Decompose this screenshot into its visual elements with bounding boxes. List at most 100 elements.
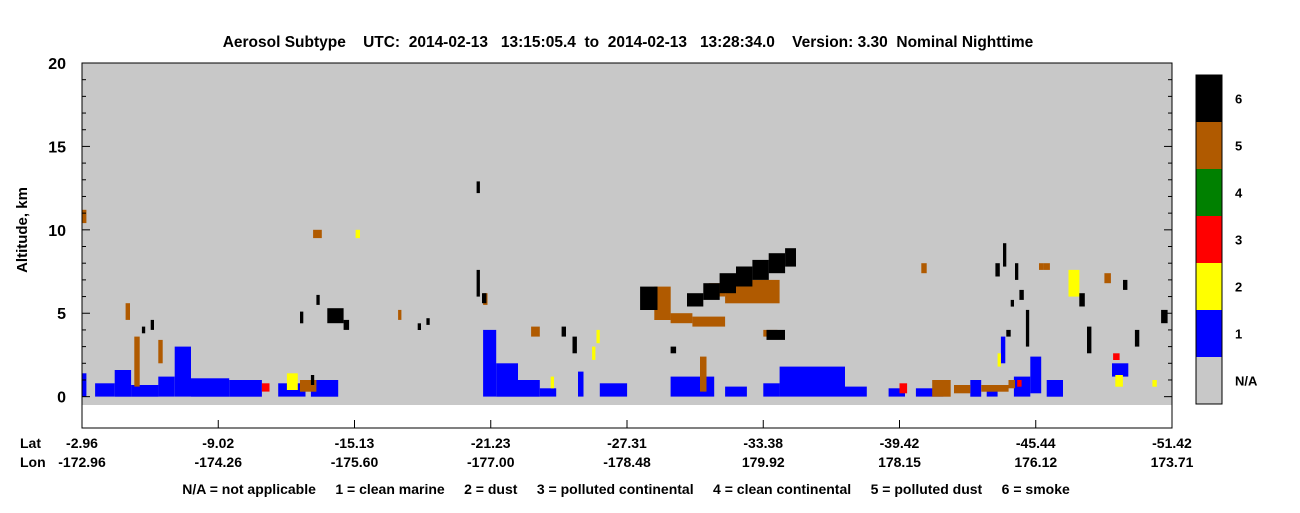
feature-49-subtype-5 — [398, 309, 402, 320]
feature-91-subtype-6 — [1003, 243, 1007, 267]
feature-87-subtype-6 — [752, 259, 769, 280]
y-axis-label: Altitude, km — [14, 187, 31, 273]
x-row-label-lon: Lon — [20, 454, 46, 470]
y-tick-label-20: 20 — [48, 56, 66, 73]
feature-76-subtype-6 — [476, 181, 480, 194]
feature-15-subtype-1 — [599, 383, 628, 397]
feature-37-subtype-2 — [1115, 375, 1123, 387]
colorbar-swatch-1 — [1196, 310, 1222, 357]
feature-16-subtype-1 — [670, 376, 715, 397]
feature-7-subtype-1 — [229, 380, 262, 397]
feature-56-subtype-5 — [700, 356, 707, 392]
chart-title: Aerosol Subtype UTC: 2014-02-13 13:15:05… — [223, 34, 1034, 51]
y-axis: 0 5 10 15 20 — [48, 56, 1172, 407]
y-tick-label-0: 0 — [57, 390, 66, 407]
feature-88-subtype-6 — [768, 253, 786, 274]
feature-2-subtype-1 — [114, 370, 132, 397]
feature-22-subtype-1 — [915, 388, 944, 397]
feature-101-subtype-6 — [1134, 329, 1140, 347]
feature-90-subtype-6 — [766, 329, 785, 340]
feature-65-subtype-5 — [1043, 263, 1050, 270]
x-tick-lon-3: -177.00 — [467, 454, 515, 470]
feature-86-subtype-6 — [736, 266, 753, 287]
feature-51-subtype-5 — [531, 326, 540, 337]
feature-38-subtype-2 — [1152, 380, 1157, 387]
colorbar-swatch-6 — [1196, 75, 1222, 122]
colorbar-label-1: 1 — [1235, 327, 1242, 342]
colorbar-swatch-4 — [1196, 169, 1222, 216]
colorbar-frame — [1195, 74, 1223, 405]
feature-93-subtype-6 — [1015, 263, 1019, 280]
colorbar-swatch-3 — [1196, 216, 1222, 263]
feature-layer — [82, 181, 1168, 397]
feature-47-subtype-5 — [300, 380, 317, 392]
colorbar-label-2: 2 — [1235, 280, 1242, 295]
feature-89-subtype-6 — [785, 248, 796, 267]
feature-4-subtype-1 — [158, 376, 175, 397]
feature-73-subtype-6 — [343, 319, 350, 330]
feature-69-subtype-6 — [300, 311, 304, 324]
legend-text: N/A = not applicable 1 = clean marine 2 … — [182, 481, 1070, 497]
colorbar-swatch-2 — [1196, 263, 1222, 310]
feature-92-subtype-6 — [995, 263, 1000, 277]
feature-33-subtype-2 — [592, 346, 596, 360]
x-tick-lon-6: 178.15 — [878, 454, 921, 470]
feature-42-subtype-3 — [1113, 353, 1120, 360]
feature-83-subtype-6 — [687, 293, 704, 307]
feature-48-subtype-5 — [313, 229, 322, 239]
feature-59-subtype-5 — [921, 263, 927, 274]
feature-84-subtype-6 — [703, 283, 720, 300]
feature-13-subtype-1 — [539, 388, 557, 397]
x-row-label-lat: Lat — [20, 435, 41, 451]
colorbar-label-5: 5 — [1235, 139, 1242, 154]
feature-39-subtype-3 — [261, 383, 270, 392]
feature-94-subtype-6 — [1019, 289, 1024, 300]
feature-95-subtype-6 — [1025, 309, 1030, 347]
x-tick-lon-8: 173.71 — [1151, 454, 1194, 470]
feature-68-subtype-6 — [150, 319, 154, 330]
colorbar-label-0: N/A — [1235, 374, 1258, 389]
feature-40-subtype-3 — [899, 383, 908, 394]
feature-34-subtype-2 — [596, 329, 600, 344]
feature-79-subtype-6 — [561, 326, 566, 337]
feature-12-subtype-1 — [518, 380, 540, 397]
colorbar: N/A 1 2 3 4 5 6 — [1195, 74, 1258, 405]
feature-19-subtype-1 — [779, 366, 845, 397]
feature-98-subtype-6 — [1087, 326, 1092, 354]
feature-70-subtype-6 — [310, 375, 315, 385]
feature-64-subtype-5 — [1039, 263, 1044, 270]
feature-10-subtype-1 — [483, 329, 497, 397]
feature-9-subtype-1 — [310, 380, 339, 397]
feature-18-subtype-1 — [763, 383, 780, 397]
x-tick-lat-0: -2.96 — [66, 435, 98, 451]
feature-52-subtype-5 — [654, 286, 671, 320]
feature-99-subtype-6 — [1079, 293, 1085, 307]
feature-81-subtype-6 — [640, 286, 658, 310]
feature-45-subtype-5 — [134, 336, 140, 387]
feature-102-subtype-6 — [1161, 309, 1168, 324]
x-tick-lon-2: -175.60 — [331, 454, 379, 470]
feature-44-subtype-5 — [125, 303, 130, 320]
feature-63-subtype-5 — [1008, 380, 1015, 389]
feature-62-subtype-5 — [981, 385, 1009, 392]
feature-71-subtype-6 — [316, 294, 320, 305]
feature-36-subtype-2 — [1068, 269, 1080, 297]
feature-0-subtype-1 — [82, 373, 87, 397]
feature-60-subtype-5 — [932, 380, 951, 397]
colorbar-swatch-0 — [1196, 357, 1222, 404]
x-tick-lat-7: -45.44 — [1016, 435, 1056, 451]
feature-67-subtype-6 — [141, 326, 146, 334]
feature-77-subtype-6 — [476, 269, 480, 297]
colorbar-label-4: 4 — [1235, 186, 1243, 201]
feature-43-subtype-5 — [82, 209, 87, 224]
feature-96-subtype-6 — [1010, 299, 1014, 307]
feature-14-subtype-1 — [578, 371, 584, 397]
x-tick-lat-6: -39.42 — [880, 435, 920, 451]
feature-41-subtype-3 — [1017, 380, 1022, 387]
feature-97-subtype-6 — [1006, 329, 1011, 337]
x-tick-lat-5: -33.38 — [743, 435, 783, 451]
feature-82-subtype-6 — [670, 346, 677, 354]
x-tick-lon-7: 176.12 — [1014, 454, 1057, 470]
colorbar-swatch-5 — [1196, 122, 1222, 169]
